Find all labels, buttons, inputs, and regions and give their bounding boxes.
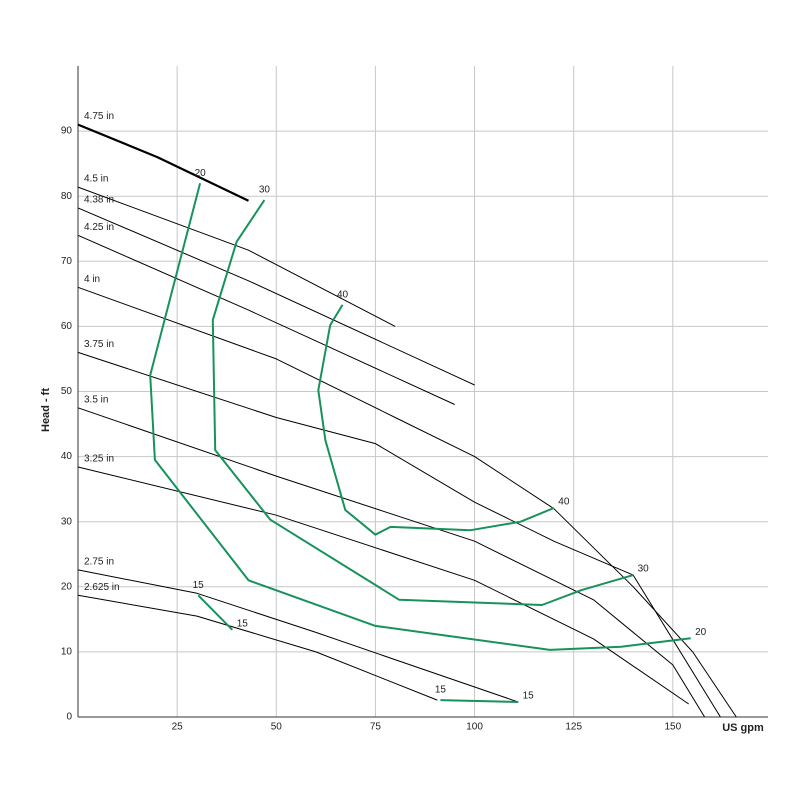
- x-tick-label: 50: [271, 722, 283, 733]
- efficiency-label: 40: [558, 497, 570, 508]
- impeller-curve: [77, 186, 396, 327]
- impeller-curve: [77, 234, 455, 405]
- y-tick-label: 40: [61, 451, 73, 462]
- y-axis-label: Head - ft: [40, 388, 52, 432]
- efficiency-label: 15: [523, 691, 535, 702]
- y-tick-label: 30: [61, 516, 73, 527]
- impeller-curve: [77, 123, 249, 202]
- x-tick-label: 75: [370, 722, 382, 733]
- impeller-curve: [77, 407, 706, 718]
- efficiency-curve: [211, 199, 634, 606]
- impeller-label: 3.25 in: [84, 454, 114, 465]
- efficiency-label: 15: [237, 618, 249, 629]
- x-tick-label: 25: [172, 722, 184, 733]
- efficiency-label: 40: [337, 290, 349, 301]
- impeller-curve: [77, 286, 737, 718]
- impeller-curve: [77, 594, 438, 701]
- x-tick-label: 100: [466, 722, 483, 733]
- efficiency-curve: [197, 594, 234, 631]
- y-tick-label: 10: [61, 647, 73, 658]
- impeller-curve: [77, 351, 721, 718]
- impeller-label: 3.75 in: [84, 339, 114, 350]
- y-tick-label: 20: [61, 581, 73, 592]
- y-tick-label: 70: [61, 256, 73, 267]
- efficiency-label: 15: [193, 580, 205, 591]
- efficiency-curve: [440, 699, 519, 703]
- impeller-curve: [77, 466, 689, 705]
- y-tick-label: 50: [61, 386, 73, 397]
- y-tick-label: 90: [61, 126, 73, 137]
- x-tick-label: 150: [664, 722, 681, 733]
- impeller-curve: [77, 569, 519, 703]
- impeller-label: 4.38 in: [84, 195, 114, 206]
- efficiency-curve: [317, 304, 555, 536]
- efficiency-label: 30: [638, 564, 650, 575]
- impeller-label: 3.5 in: [84, 394, 108, 405]
- efficiency-label: 20: [195, 168, 207, 179]
- impeller-label: 2.625 in: [84, 582, 120, 593]
- y-tick-label: 60: [61, 321, 73, 332]
- y-tick-label: 80: [61, 191, 73, 202]
- efficiency-curve: [149, 182, 691, 651]
- efficiency-label: 30: [259, 185, 271, 196]
- impeller-label: 4 in: [84, 274, 100, 285]
- x-tick-label: 125: [565, 722, 582, 733]
- y-tick-label: 0: [66, 712, 72, 723]
- impeller-label: 2.75 in: [84, 557, 114, 568]
- x-axis-label: US gpm: [722, 722, 764, 734]
- impeller-label: 4.25 in: [84, 222, 114, 233]
- impeller-label: 4.75 in: [84, 111, 114, 122]
- efficiency-label: 15: [435, 685, 447, 696]
- efficiency-label: 20: [695, 627, 707, 638]
- impeller-curve: [77, 207, 475, 386]
- impeller-label: 4.5 in: [84, 174, 108, 185]
